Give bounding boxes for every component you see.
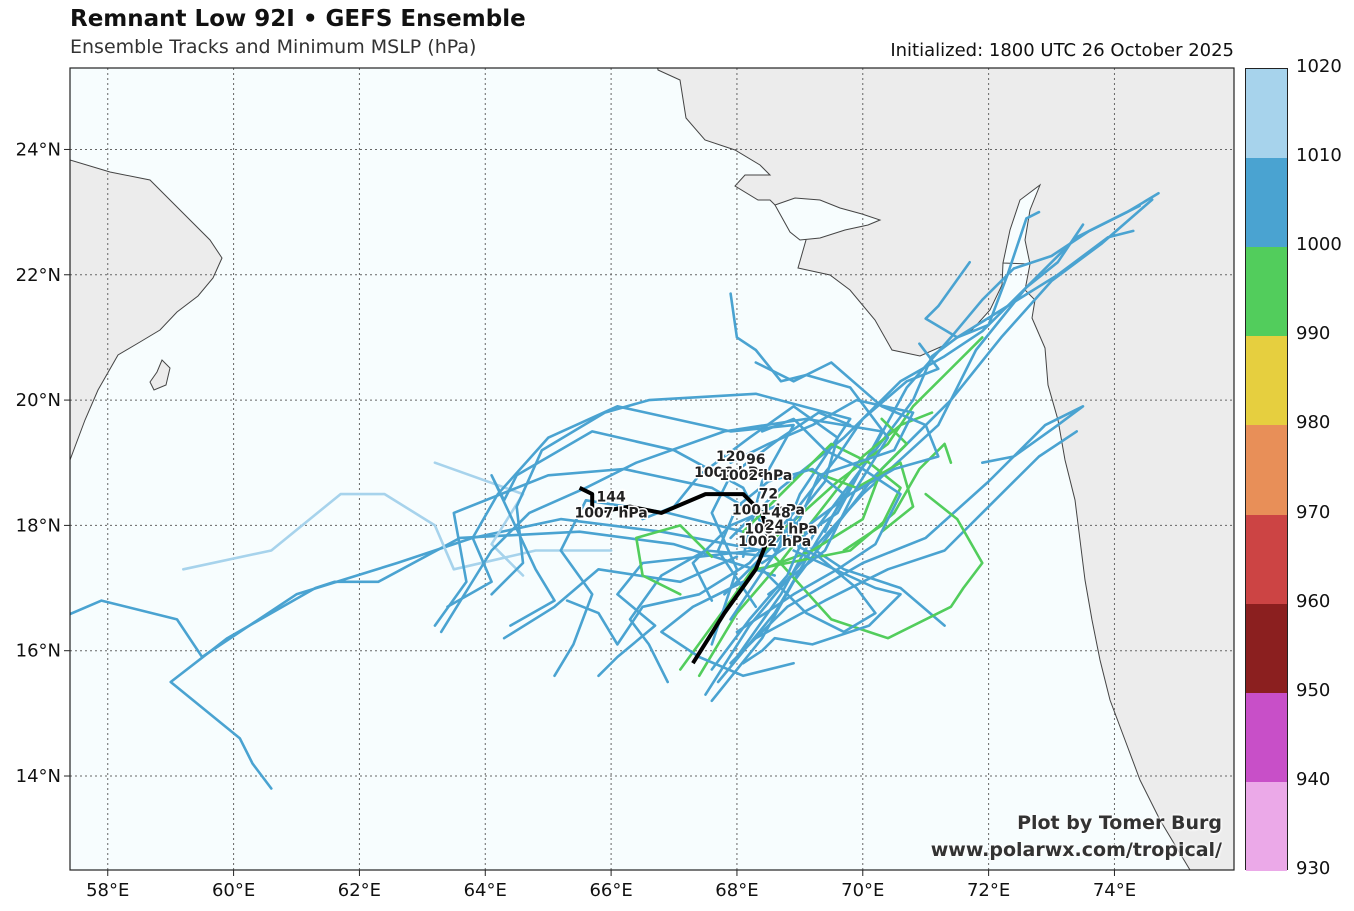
ensemble-track	[704, 204, 1141, 696]
colorbar-label: 1000	[1296, 234, 1342, 256]
ensemble-track	[553, 498, 745, 678]
ensemble-track	[729, 292, 890, 596]
ensemble-track	[754, 442, 953, 571]
track-label-hour: 96	[746, 452, 765, 468]
lon-tick-label: 70°E	[841, 880, 884, 901]
ensemble-tracks	[70, 192, 1160, 790]
track-label-pressure: 1002 hPa	[738, 534, 811, 550]
lat-tick-label: 22°N	[16, 265, 61, 286]
page-title: Remnant Low 92I • GEFS Ensemble	[70, 6, 526, 32]
ensemble-track	[741, 549, 902, 665]
colorbar-label: 960	[1296, 590, 1331, 612]
colorbar-segment	[1246, 69, 1287, 159]
ensemble-track	[735, 417, 902, 634]
ensemble-track	[773, 492, 984, 640]
colorbar-segment	[1246, 247, 1287, 337]
kutch-gulf-inlet	[774, 197, 882, 241]
track-label-pressure: 1006 hPa	[694, 465, 767, 481]
ensemble-track	[754, 430, 1078, 640]
lon-tick-label: 62°E	[338, 880, 381, 901]
cambay-gulf-inlet	[1002, 183, 1042, 265]
ensemble-track	[565, 561, 751, 646]
colorbar-segment	[1246, 425, 1287, 515]
colorbar-segment	[1246, 781, 1287, 871]
colorbar-label: 1010	[1296, 145, 1342, 167]
ensemble-track	[433, 461, 525, 577]
masirah-island	[149, 359, 171, 391]
ensemble-track	[490, 392, 852, 596]
track-label-pressure: 1001 hPa	[744, 521, 817, 537]
colorbar-label: 990	[1296, 323, 1331, 345]
india-mainland	[657, 68, 1234, 870]
colorbar-label: 930	[1296, 858, 1331, 879]
lon-tick-label: 60°E	[212, 880, 255, 901]
ensemble-track	[710, 411, 852, 646]
colorbar-segment	[1246, 692, 1287, 782]
ensemble-track	[754, 361, 940, 552]
track-label-hour: 144	[596, 490, 625, 506]
lat-tick-label: 20°N	[16, 390, 61, 411]
ensemble-track	[716, 467, 846, 609]
track-label-hour: 48	[771, 505, 790, 521]
lon-tick-label: 64°E	[464, 880, 507, 901]
map-frame	[69, 67, 1235, 871]
ensemble-track	[748, 342, 940, 565]
ensemble-track	[729, 404, 1085, 665]
lat-tick-label: 24°N	[16, 139, 61, 160]
lat-tick-label: 18°N	[16, 515, 61, 536]
ensemble-track	[729, 398, 915, 621]
track-label-hour: 24	[765, 518, 785, 534]
colorbar-label: 980	[1296, 412, 1331, 434]
lon-tick-label: 72°E	[967, 880, 1010, 901]
colorbar-label: 970	[1296, 501, 1331, 523]
colorbar-segment	[1246, 603, 1287, 693]
ensemble-track	[433, 467, 946, 627]
credit-author: Plot by Tomer Burg	[1017, 812, 1222, 834]
track-label-hour: 72	[759, 487, 778, 503]
lon-tick-label: 68°E	[715, 880, 758, 901]
ensemble-track	[641, 404, 839, 596]
colorbar-segment	[1246, 158, 1287, 248]
credit-url[interactable]: www.polarwx.com/tropical/	[930, 839, 1222, 861]
lon-tick-label: 66°E	[589, 880, 632, 901]
ensemble-track	[660, 580, 795, 678]
ensemble-track	[70, 517, 764, 659]
lat-tick-label: 16°N	[16, 641, 61, 662]
lat-tick-label: 14°N	[16, 766, 61, 787]
ensemble-track	[691, 505, 808, 671]
colorbar-label: 1020	[1296, 56, 1342, 77]
init-time: Initialized: 1800 UTC 26 October 2025	[890, 40, 1234, 61]
lon-tick-label: 58°E	[86, 880, 129, 901]
lat-axis: 14°N 16°N 18°N 20°N 22°N 24°N	[16, 139, 70, 787]
ensemble-track	[634, 524, 714, 596]
lon-axis: 58°E 60°E 62°E 64°E 66°E 68°E 70°E 72°E 74°E	[86, 870, 1136, 901]
ensemble-track	[760, 461, 915, 534]
ensemble-track	[446, 404, 795, 609]
track-label-hour: 120	[716, 449, 745, 465]
ensemble-track	[760, 417, 909, 571]
track-label-pressure: 1001 hPa	[732, 503, 805, 519]
page-subtitle: Ensemble Tracks and Minimum MSLP (hPa)	[70, 36, 477, 58]
colorbar-segment	[1246, 514, 1287, 604]
ensemble-track	[697, 411, 934, 678]
ensemble-track	[628, 549, 777, 684]
track-label-pressure: 1007 hPa	[575, 506, 648, 522]
ensemble-track	[678, 336, 984, 671]
track-label-pressure: 1002 hPa	[719, 468, 792, 484]
lon-tick-label: 74°E	[1093, 880, 1136, 901]
colorbar-segment	[1246, 336, 1287, 426]
ensemble-mean-track	[578, 486, 771, 665]
colorbar-label: 950	[1296, 679, 1331, 701]
ensemble-track	[924, 210, 1041, 339]
colorbar-label: 940	[1296, 768, 1331, 790]
ensemble-track	[735, 229, 1135, 659]
pressure-colorbar	[1245, 68, 1288, 871]
